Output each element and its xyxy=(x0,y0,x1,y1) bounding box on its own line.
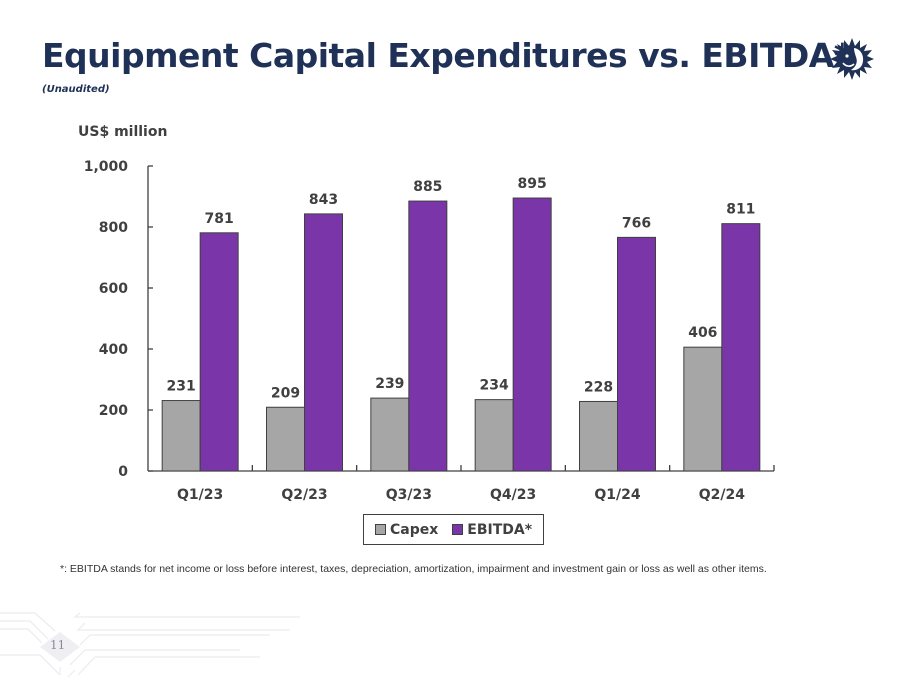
y-tick-label: 600 xyxy=(99,281,128,297)
y-axis-unit-label: US$ million xyxy=(78,124,168,140)
circuit-decoration xyxy=(0,612,300,678)
data-label: 811 xyxy=(726,202,755,218)
y-tick-label: 0 xyxy=(118,464,128,480)
page-subtitle: (Unaudited) xyxy=(42,84,110,95)
legend-label-capex: Capex xyxy=(389,521,439,538)
bar-ebitda xyxy=(304,213,343,472)
data-label: 231 xyxy=(167,379,196,395)
x-tick-label: Q1/24 xyxy=(594,487,640,503)
sun-face-logo-icon xyxy=(830,38,874,80)
legend-swatch-capex xyxy=(374,524,386,535)
bar-capex xyxy=(266,406,305,472)
chart-legend: Capex EBITDA* xyxy=(363,514,544,545)
bar-ebitda xyxy=(512,197,552,472)
y-tick-label: 1,000 xyxy=(84,159,129,175)
bar-ebitda xyxy=(408,200,448,472)
bar-capex xyxy=(370,397,410,472)
bar-capex xyxy=(161,400,201,472)
x-tick-label: Q2/24 xyxy=(699,487,745,503)
data-label: 239 xyxy=(375,376,404,392)
x-tick-label: Q1/23 xyxy=(177,487,223,503)
footnote: *: EBITDA stands for net income or loss … xyxy=(60,563,767,575)
data-label: 209 xyxy=(271,385,300,401)
legend-item-capex: Capex xyxy=(374,521,439,538)
data-label: 781 xyxy=(205,211,234,227)
page-number: 11 xyxy=(50,638,66,652)
data-label: 406 xyxy=(688,325,717,341)
data-label: 885 xyxy=(413,179,442,195)
legend-label-ebitda: EBITDA* xyxy=(467,521,533,538)
bar-capex xyxy=(474,399,514,472)
data-label: 895 xyxy=(518,176,547,192)
legend-item-ebitda: EBITDA* xyxy=(452,522,532,538)
bar-chart: 0 200 400 600 800 1,000 231 781 Q1/23 209 843 Q2/23… xyxy=(84,159,775,503)
legend-swatch-ebitda xyxy=(452,524,464,535)
x-tick-label: Q4/23 xyxy=(490,487,536,503)
x-tick-label: Q2/23 xyxy=(281,487,327,503)
y-tick-label: 200 xyxy=(99,403,128,419)
data-label: 843 xyxy=(309,192,338,208)
y-tick-label: 800 xyxy=(99,220,128,236)
bar-ebitda xyxy=(617,236,656,472)
y-tick-label: 400 xyxy=(99,342,128,358)
data-label: 228 xyxy=(584,379,613,395)
bar-capex xyxy=(579,400,618,472)
page-title: Equipment Capital Expenditures vs. EBITD… xyxy=(42,36,851,75)
data-label: 234 xyxy=(480,378,509,394)
bar-ebitda xyxy=(199,232,239,472)
bar-ebitda xyxy=(721,223,761,472)
x-tick-label: Q3/23 xyxy=(386,487,432,503)
data-label: 766 xyxy=(622,215,651,231)
bar-capex xyxy=(683,346,723,472)
